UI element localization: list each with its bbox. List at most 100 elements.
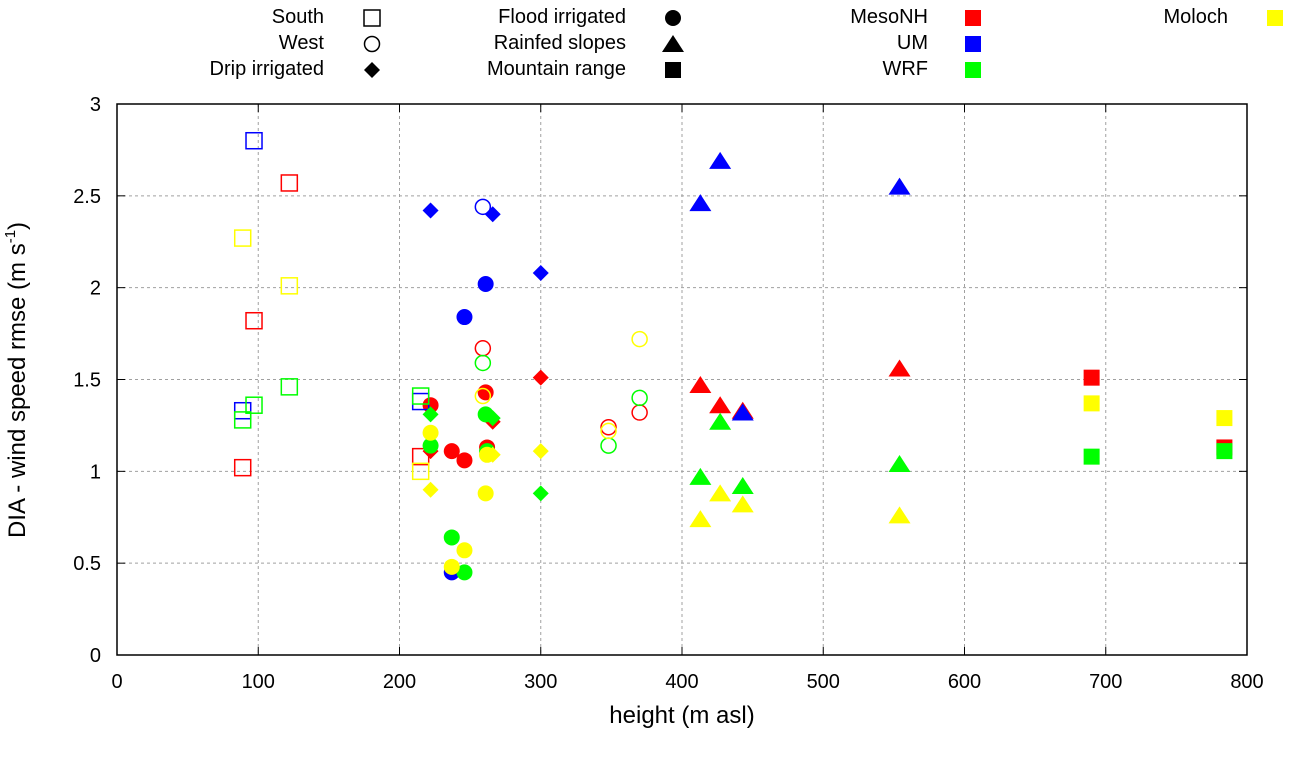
data-point <box>233 229 252 247</box>
legend-sites: South West Drip irrigated Flood irrigated Ra… <box>210 6 684 80</box>
legend-item-model: UM <box>897 32 981 54</box>
data-point <box>456 309 473 326</box>
data-point <box>443 558 460 575</box>
data-point <box>709 151 732 169</box>
y-tick-label: 3 <box>90 94 101 116</box>
data-point <box>731 495 754 513</box>
legend-label: MesoNH <box>850 6 928 28</box>
legend-label: WRF <box>882 58 928 80</box>
y-tick-label: 1.5 <box>73 370 101 392</box>
data-point <box>422 406 439 423</box>
legend-symbol-square <box>665 62 681 78</box>
data-point <box>477 384 494 401</box>
data-point <box>474 354 492 372</box>
data-point <box>532 369 549 386</box>
y-tick-labels: 0 0.5 1 1.5 2 2.5 3 <box>73 94 101 667</box>
x-tick-label: 700 <box>1089 671 1122 693</box>
x-tick-label: 600 <box>948 671 981 693</box>
data-point <box>532 443 549 460</box>
legend-item-site: Rainfed slopes <box>494 32 684 54</box>
data-point <box>689 376 712 394</box>
legend-label: Drip irrigated <box>210 58 324 80</box>
data-point <box>233 458 252 477</box>
data-point <box>1083 369 1100 386</box>
data-point <box>477 275 494 292</box>
data-point <box>280 174 299 192</box>
data-point <box>709 412 732 430</box>
data-point <box>1083 448 1100 465</box>
data-point <box>1216 443 1233 460</box>
legend-color-swatch <box>1267 10 1283 26</box>
x-axis-label: height (m asl) <box>609 702 754 729</box>
x-tick-label: 300 <box>524 671 557 693</box>
data-markers <box>233 131 1233 581</box>
data-point <box>280 378 299 396</box>
data-point <box>456 452 473 469</box>
data-point <box>233 411 252 429</box>
legend-label: Mountain range <box>487 58 626 80</box>
y-tick-label: 0 <box>90 645 101 667</box>
legend-item-site: Drip irrigated <box>210 58 380 80</box>
data-point <box>245 131 263 150</box>
legend-item-site: South <box>272 6 381 28</box>
legend-item-model: WRF <box>882 58 981 80</box>
series-mesonh <box>233 174 1233 477</box>
data-point <box>411 387 430 405</box>
legend-label: Rainfed slopes <box>494 32 626 54</box>
y-axis-label-superscript: -1 <box>2 230 19 243</box>
data-point <box>888 359 911 377</box>
data-point <box>709 484 732 502</box>
data-point <box>600 437 617 454</box>
data-point <box>888 454 911 472</box>
legend-symbol-square-open <box>363 9 381 27</box>
data-point <box>1216 410 1233 427</box>
data-point <box>477 406 494 423</box>
legend-color-swatch <box>965 62 981 78</box>
data-point <box>456 564 473 581</box>
series-moloch <box>233 229 1233 575</box>
data-point <box>888 506 911 524</box>
x-tick-label: 100 <box>242 671 275 693</box>
data-point <box>422 202 439 219</box>
data-point <box>631 389 648 407</box>
y-tick-label: 2 <box>90 278 101 300</box>
grid <box>117 104 1247 655</box>
data-point <box>422 424 439 441</box>
x-tick-label: 200 <box>383 671 416 693</box>
legend-color-swatch <box>965 10 981 26</box>
legend-label: Flood irrigated <box>498 6 626 28</box>
data-point <box>631 330 648 348</box>
x-tick-labels: 0 100 200 300 400 500 600 700 800 <box>111 671 1263 693</box>
data-point <box>532 264 549 281</box>
legend-symbol-diamond <box>364 62 380 78</box>
data-point <box>233 401 252 420</box>
data-point <box>731 403 754 421</box>
legend-item-site: Flood irrigated <box>498 6 681 28</box>
data-point <box>532 485 549 502</box>
y-tick-label: 2.5 <box>73 186 101 208</box>
x-tick-label: 400 <box>665 671 698 693</box>
legend-label: South <box>272 6 324 28</box>
legend-symbol-circle-open <box>363 35 381 53</box>
data-point <box>600 419 617 436</box>
data-point <box>1083 395 1100 412</box>
legend-symbol-triangle <box>662 35 684 52</box>
legend-label: West <box>279 32 325 54</box>
data-point <box>477 485 494 502</box>
y-tick-label: 0.5 <box>73 553 101 575</box>
axis-ticks <box>116 103 1248 656</box>
data-point <box>422 481 439 498</box>
legend-item-site: West <box>279 32 381 54</box>
series-um <box>233 131 911 581</box>
data-point <box>709 396 732 414</box>
data-point <box>484 206 501 223</box>
legend-symbol-circle <box>665 10 681 26</box>
data-point <box>479 446 496 463</box>
y-axis-label: DIA - wind speed rmse (m s-1) <box>2 222 31 538</box>
x-tick-label: 800 <box>1230 671 1263 693</box>
y-axis-label-main: DIA - wind speed rmse (m s <box>4 243 31 538</box>
legend-color-swatch <box>965 36 981 52</box>
data-point <box>443 529 460 546</box>
legend-models: MesoNH UM WRF Moloch <box>850 6 1283 80</box>
